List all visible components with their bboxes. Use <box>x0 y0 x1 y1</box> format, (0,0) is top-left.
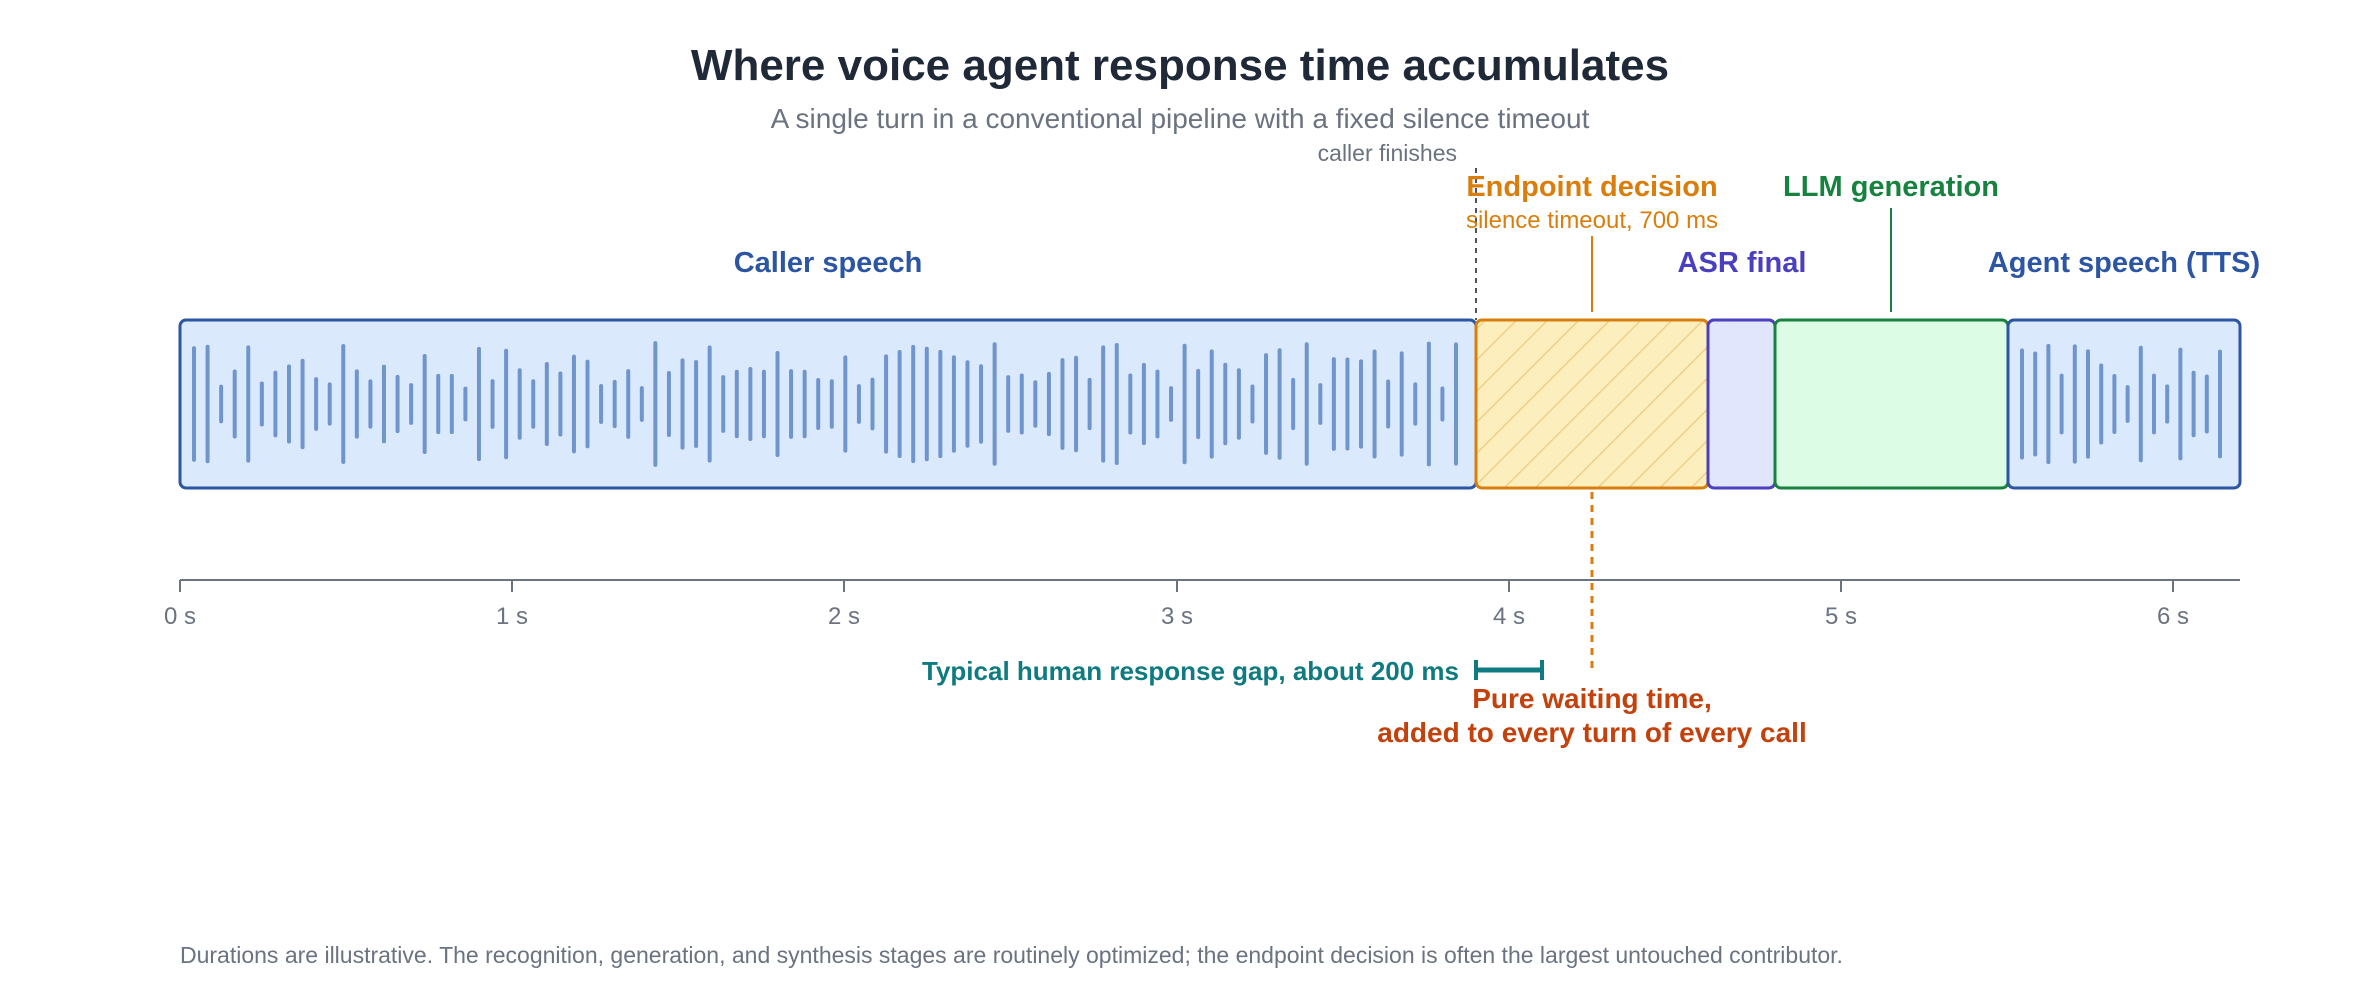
asr-final-label: ASR final <box>1678 247 1807 279</box>
human-response-gap: Typical human response gap, about 200 ms <box>922 656 1544 686</box>
tick-label: 3 s <box>1161 603 1193 630</box>
segment-agent-speech: Agent speech (TTS) <box>1988 247 2260 490</box>
waiting-time-label: Pure waiting time, <box>1472 683 1712 714</box>
tick-4: 4 s <box>1493 580 1525 630</box>
endpoint-decision-label: Endpoint decision <box>1466 171 1717 203</box>
tick-label: 6 s <box>2157 603 2189 630</box>
segment-endpoint-decision: Endpoint decision silence timeout, 700 m… <box>1466 171 1718 490</box>
agent-speech-waveform <box>2020 343 2222 465</box>
tick-label: 0 s <box>164 603 196 630</box>
waiting-time-sublabel: added to every turn of every call <box>1377 717 1807 748</box>
footnote: Durations are illustrative. The recognit… <box>180 942 1843 968</box>
tick-label: 4 s <box>1493 603 1525 630</box>
asr-final-bar <box>1706 318 1777 490</box>
segment-caller-speech: Caller speech <box>178 247 1478 490</box>
tick-2: 2 s <box>828 580 860 630</box>
caller-finishes-label: caller finishes <box>1318 140 1457 166</box>
caller-speech-waveform <box>192 341 1458 467</box>
endpoint-decision-bar <box>1474 318 1710 490</box>
caller-speech-label: Caller speech <box>734 247 923 279</box>
page-title: Where voice agent response time accumula… <box>691 41 1669 90</box>
segment-asr-final: ASR final <box>1678 247 1807 490</box>
tick-3: 3 s <box>1161 580 1193 630</box>
agent-speech-label: Agent speech (TTS) <box>1988 247 2260 279</box>
tick-5: 5 s <box>1825 580 1857 630</box>
tick-label: 2 s <box>828 603 860 630</box>
segment-llm-generation: LLM generation <box>1773 171 2010 490</box>
tick-6: 6 s <box>2157 580 2189 630</box>
tick-1: 1 s <box>496 580 528 630</box>
endpoint-decision-sublabel: silence timeout, 700 ms <box>1466 207 1718 234</box>
human-gap-label: Typical human response gap, about 200 ms <box>922 656 1459 686</box>
tick-0: 0 s <box>164 580 196 630</box>
llm-generation-label: LLM generation <box>1783 171 1999 203</box>
tick-label: 1 s <box>496 603 528 630</box>
llm-generation-bar <box>1773 318 2010 490</box>
tick-label: 5 s <box>1825 603 1857 630</box>
page-subtitle: A single turn in a conventional pipeline… <box>771 103 1590 134</box>
caller-speech-bar <box>178 318 1478 490</box>
time-axis: 0 s 1 s 2 s 3 s 4 s 5 s 6 s <box>164 579 2240 630</box>
